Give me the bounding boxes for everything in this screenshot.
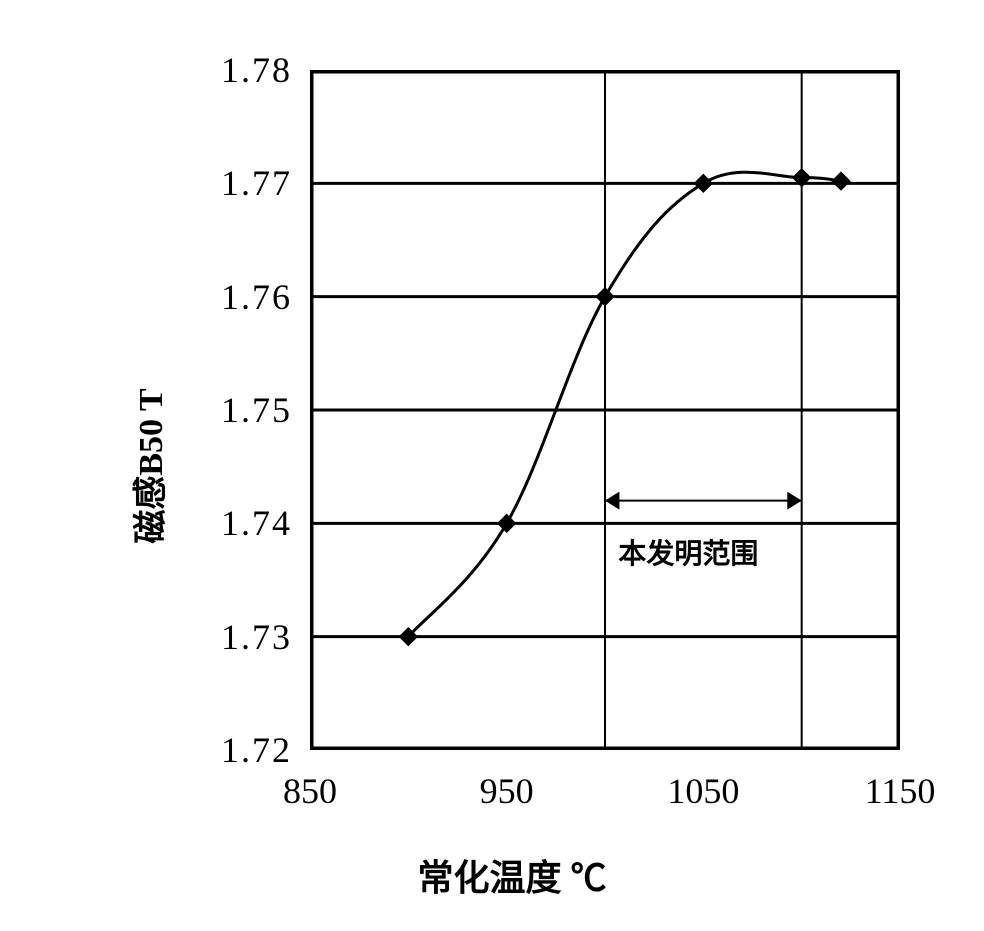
x-tick-label: 1150 (865, 770, 936, 812)
y-tick-label: 1.72 (20, 729, 292, 771)
x-axis-label: 常化温度 ℃ (417, 849, 606, 901)
y-tick-label: 1.77 (20, 162, 292, 204)
y-tick-label: 1.73 (20, 616, 292, 658)
y-tick-label: 1.76 (20, 276, 292, 318)
x-tick-label: 1050 (667, 770, 739, 812)
range-annotation: 本发明范围 (618, 532, 758, 572)
y-tick-label: 1.78 (20, 49, 292, 91)
chart-container: 磁感B50 T 1.721.731.741.751.761.771.78 850… (20, 20, 984, 911)
y-tick-label: 1.75 (20, 389, 292, 431)
plot-svg (310, 70, 900, 750)
x-tick-label: 950 (480, 770, 534, 812)
y-tick-label: 1.74 (20, 502, 292, 544)
plot-area (310, 70, 900, 750)
x-tick-label: 850 (283, 770, 337, 812)
